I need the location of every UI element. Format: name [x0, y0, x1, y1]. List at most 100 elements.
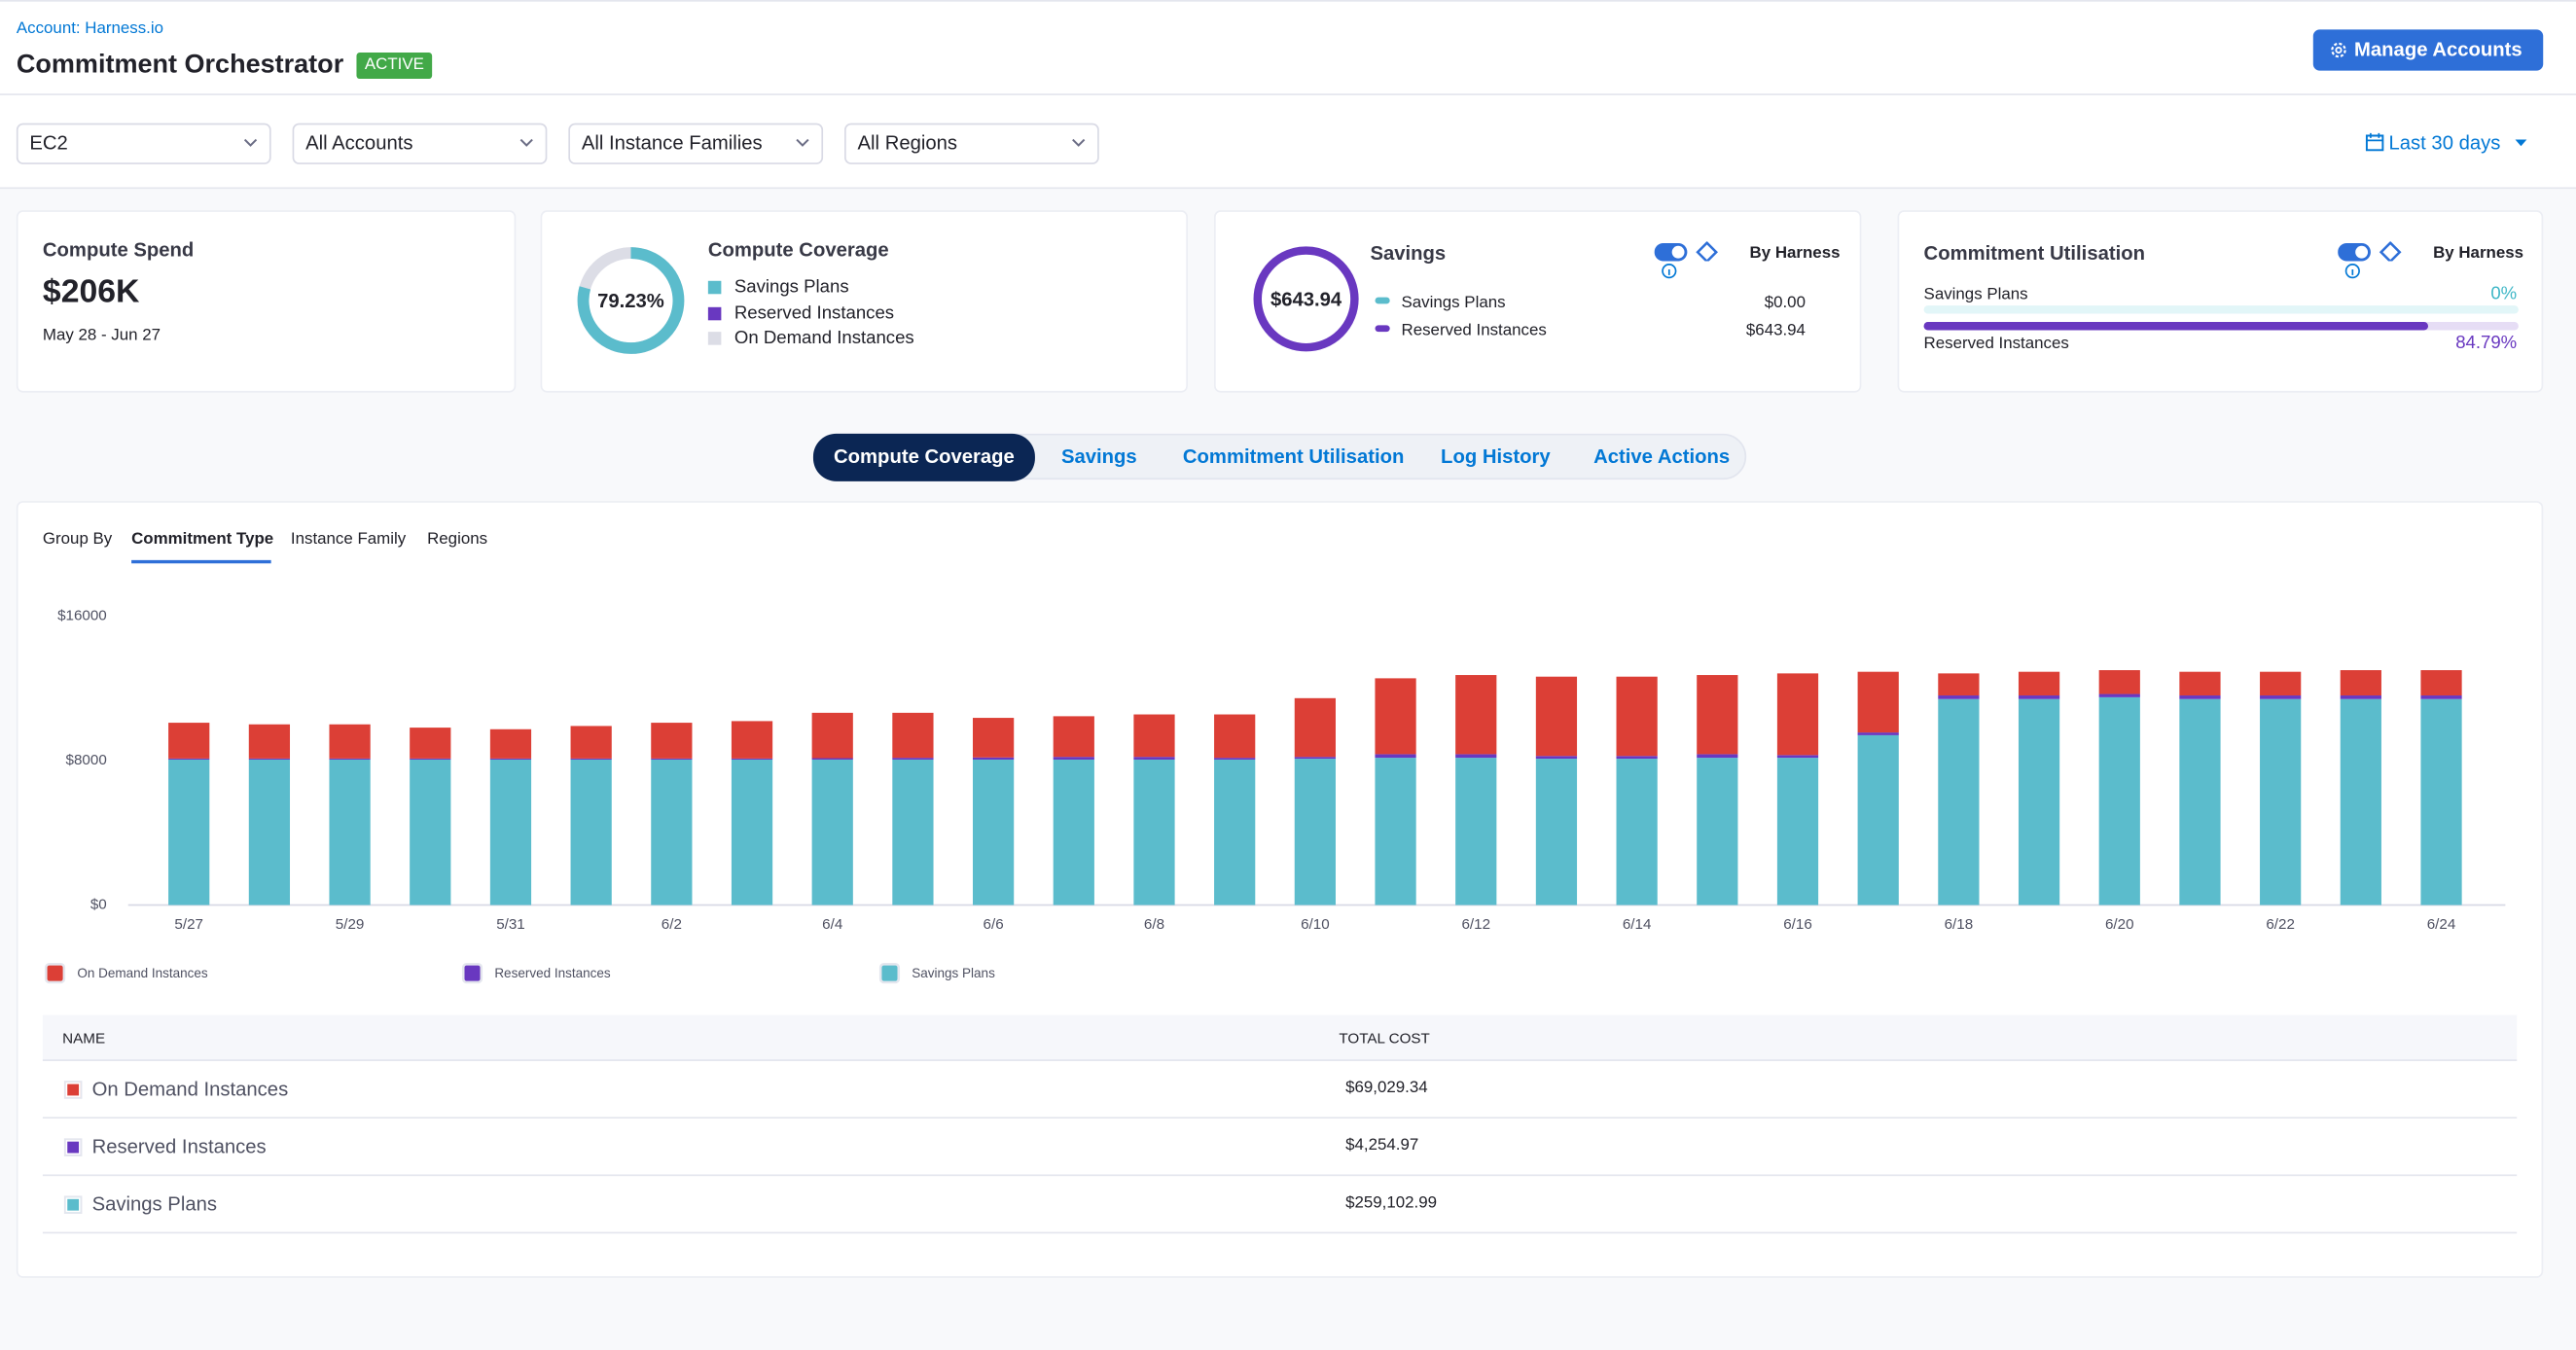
chevron [519, 138, 533, 147]
harness-toggle[interactable]: By Harness [2338, 240, 2541, 282]
bar-segment [1938, 695, 1980, 699]
table-header [42, 1014, 2518, 1061]
harness-toggle[interactable]: By Harness [1654, 240, 1860, 282]
row-name: Reserved Instances [1401, 322, 1547, 340]
bar-segment [2098, 696, 2140, 906]
bar-segment [2260, 695, 2302, 699]
bar-segment [1133, 757, 1175, 760]
tab[interactable]: Active Actions [1593, 444, 1731, 469]
group-option[interactable]: Instance Family [290, 530, 407, 550]
caret [2516, 139, 2528, 147]
x-tick-label: 6/6 [984, 916, 1004, 933]
legend-item: Reserved Instances [707, 302, 914, 327]
bar-segment [1375, 758, 1416, 906]
util-track [1923, 305, 2519, 314]
group-option[interactable]: Regions [427, 530, 488, 550]
bar-segment [1857, 671, 1899, 733]
row-swatch [63, 1138, 83, 1156]
row-swatch [63, 1081, 83, 1099]
bar-segment [2179, 695, 2221, 699]
x-tick-label: 5/31 [496, 916, 525, 933]
tab[interactable]: Compute Coverage [834, 444, 1015, 469]
bar-segment [168, 758, 210, 760]
button-label: Manage Accounts [2354, 37, 2522, 61]
legend-label: Reserved Instances [494, 966, 611, 980]
filter-select[interactable]: EC2 [16, 123, 271, 164]
filter-select[interactable]: All Accounts [292, 123, 548, 164]
bar-segment [329, 724, 371, 759]
row-value: $643.94 [1745, 322, 1806, 340]
table-row: Reserved Instances $4,254.97 [42, 1119, 2518, 1177]
bar-segment [489, 758, 532, 760]
bar-segment [1294, 697, 1336, 758]
savings-card: $643.94 Savings By Harness Savings Plans… [1214, 210, 1862, 393]
status-badge: ACTIVE [356, 53, 433, 80]
x-tick-label: 6/20 [2105, 916, 2134, 933]
bar-segment [2098, 670, 2140, 694]
bar-segment [1133, 759, 1175, 906]
group-underline [131, 559, 271, 564]
bar-segment [489, 728, 532, 759]
row-cost: $69,029.34 [1345, 1079, 1428, 1098]
row-name: Savings Plans [91, 1192, 217, 1216]
card-label: Commitment Utilisation [1923, 241, 2145, 265]
card-label: Compute Spend [42, 237, 195, 262]
bar-segment [248, 759, 291, 906]
bar-segment [1455, 754, 1497, 759]
bar-segment [1697, 754, 1738, 759]
chevron [243, 138, 258, 147]
x-tick-label: 6/4 [822, 916, 842, 933]
bar-segment [2420, 695, 2462, 699]
x-tick-label: 6/8 [1144, 916, 1164, 933]
toggle-icon [2338, 240, 2402, 264]
bar-segment [651, 758, 693, 760]
bar-segment [570, 759, 612, 906]
row-cost: $4,254.97 [1345, 1136, 1419, 1155]
bar-segment [2340, 698, 2381, 906]
bar-segment [2018, 695, 2060, 699]
row-name: On Demand Instances [91, 1077, 289, 1101]
card-label: Compute Coverage [707, 237, 889, 262]
filter-select[interactable]: All Regions [844, 123, 1099, 164]
bar-segment [1776, 673, 1819, 756]
spend-period: May 28 - Jun 27 [42, 327, 161, 345]
x-tick-label: 5/27 [174, 916, 203, 933]
filter-select[interactable]: All Instance Families [568, 123, 824, 164]
legend-swatch [461, 963, 483, 984]
manage-accounts-button[interactable]: Manage Accounts [2312, 29, 2544, 71]
coverage-card: 79.23% Compute Coverage Savings Plans Re… [540, 210, 1188, 393]
toggle-label: By Harness [1749, 244, 1841, 264]
account-link[interactable]: Account: Harness.io [16, 19, 164, 38]
bar-segment [410, 728, 451, 759]
toggle-icon [1654, 240, 1718, 264]
legend-label: Savings Plans [733, 277, 849, 298]
tab[interactable]: Savings [1060, 444, 1137, 469]
x-tick-label: 6/24 [2427, 916, 2456, 933]
bar-segment [892, 712, 934, 759]
coverage-legend: Savings Plans Reserved Instances On Dema… [707, 276, 914, 353]
tab[interactable]: Commitment Utilisation [1182, 444, 1405, 469]
date-picker[interactable]: Last 30 days [2365, 131, 2529, 155]
bar-segment [2420, 670, 2462, 696]
page-title: Commitment Orchestrator [16, 51, 344, 80]
group-option[interactable]: Commitment Type [131, 530, 274, 550]
legend-swatch [878, 963, 901, 984]
bar-segment [410, 758, 451, 760]
bar-segment [168, 723, 210, 759]
bar-segment [2340, 670, 2381, 696]
bar-segment [329, 758, 371, 760]
legend-label: On Demand Instances [733, 328, 914, 349]
util-name: Savings Plans [1923, 285, 2028, 304]
bar-segment [731, 758, 773, 760]
bar-segment [1375, 678, 1416, 755]
x-tick-label: 6/18 [1945, 916, 1974, 933]
bar-segment [2260, 671, 2302, 696]
active-tab-bg [812, 433, 1035, 481]
bar-segment [811, 712, 853, 759]
y-tick-label: $8000 [66, 752, 107, 768]
tab[interactable]: Log History [1441, 444, 1551, 469]
bar-segment [1776, 758, 1819, 906]
bar-segment [2179, 671, 2221, 696]
bar-segment [168, 759, 210, 906]
